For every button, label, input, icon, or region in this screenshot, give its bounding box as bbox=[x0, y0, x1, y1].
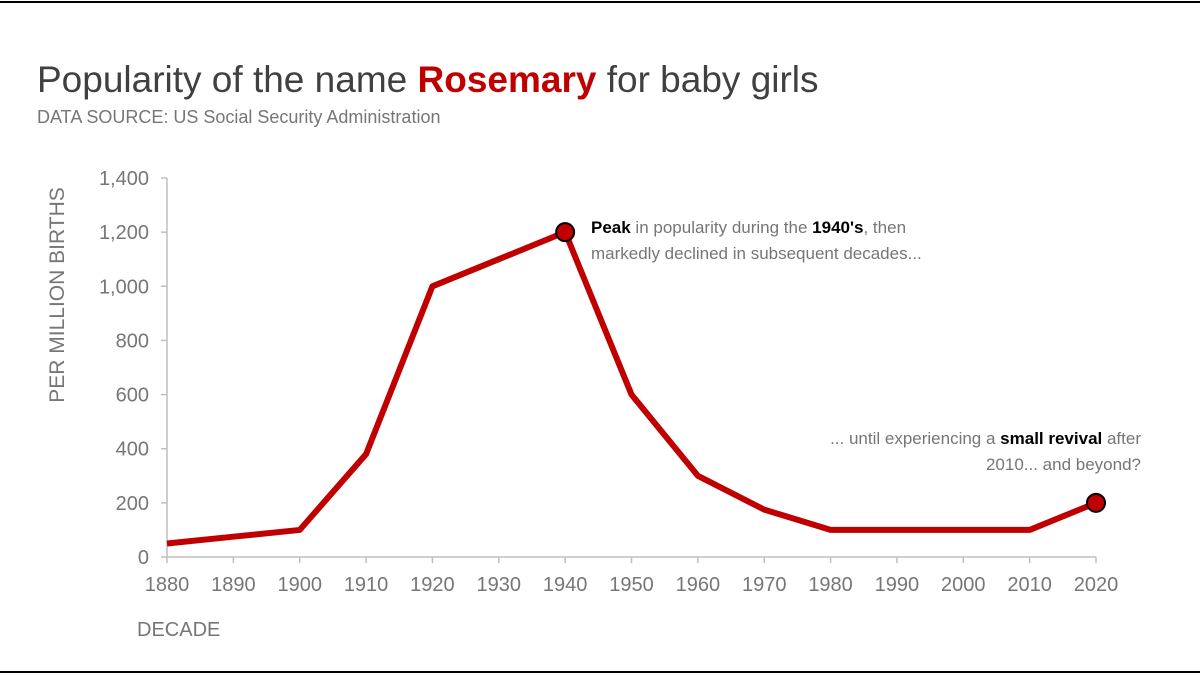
annotation-line: markedly declined in subsequent decades.… bbox=[591, 244, 922, 263]
annotation-line: Peak in popularity during the 1940's, th… bbox=[591, 218, 906, 237]
title-part: Rosemary bbox=[418, 59, 597, 100]
y-axis-label: PER MILLION BIRTHS bbox=[46, 187, 69, 403]
x-tick-label: 1930 bbox=[477, 574, 522, 596]
annotation-text: , then bbox=[863, 218, 906, 237]
x-tick-label: 1910 bbox=[344, 574, 389, 596]
x-tick-label: 2010 bbox=[1007, 574, 1052, 596]
chart-title: Popularity of the name Rosemary for baby… bbox=[37, 59, 819, 100]
x-tick-label: 1890 bbox=[211, 574, 256, 596]
x-tick-label: 1880 bbox=[145, 574, 190, 596]
data-line bbox=[166, 229, 1098, 547]
x-tick-label: 1900 bbox=[277, 574, 322, 596]
y-tick-label: 400 bbox=[116, 439, 149, 461]
annotation-text: 2010... and beyond? bbox=[986, 455, 1141, 474]
annotation-text: after bbox=[1102, 429, 1141, 448]
annotation-text: markedly declined in subsequent decades.… bbox=[591, 244, 922, 263]
y-tick-label: 200 bbox=[116, 493, 149, 515]
point-marker bbox=[555, 222, 576, 243]
y-tick-label: 1,000 bbox=[99, 276, 149, 298]
x-axis-label: DECADE bbox=[137, 619, 220, 641]
point-marker bbox=[1086, 492, 1106, 513]
annotation-text: Peak bbox=[591, 218, 631, 237]
annotation-text: in popularity during the bbox=[631, 218, 812, 237]
x-tick-label: 1980 bbox=[808, 574, 853, 596]
y-tick-label: 1,200 bbox=[99, 222, 149, 244]
y-tick-label: 800 bbox=[116, 330, 149, 352]
x-tick-label: 1920 bbox=[410, 574, 455, 596]
annotation-line: 2010... and beyond? bbox=[986, 455, 1141, 474]
x-tick-label: 1960 bbox=[676, 574, 721, 596]
y-tick-label: 0 bbox=[138, 547, 149, 569]
title-part: Popularity of the name bbox=[37, 59, 418, 100]
annotation-text: 1940's bbox=[812, 218, 863, 237]
annotation-text: small revival bbox=[1000, 429, 1102, 448]
title-part: for baby girls bbox=[596, 59, 818, 100]
y-tick-label: 600 bbox=[116, 385, 149, 407]
x-tick-label: 2000 bbox=[941, 574, 986, 596]
x-tick-label: 2020 bbox=[1074, 574, 1119, 596]
subtitle: DATA SOURCE: US Social Security Administ… bbox=[37, 107, 440, 127]
x-tick-label: 1970 bbox=[742, 574, 787, 596]
x-tick-label: 1990 bbox=[875, 574, 920, 596]
annotation-line: ... until experiencing a small revival a… bbox=[830, 429, 1141, 448]
x-tick-label: 1940 bbox=[543, 574, 588, 596]
y-tick-label: 1,400 bbox=[99, 168, 149, 190]
x-tick-label: 1950 bbox=[609, 574, 654, 596]
annotation-text: ... until experiencing a bbox=[830, 429, 1000, 448]
